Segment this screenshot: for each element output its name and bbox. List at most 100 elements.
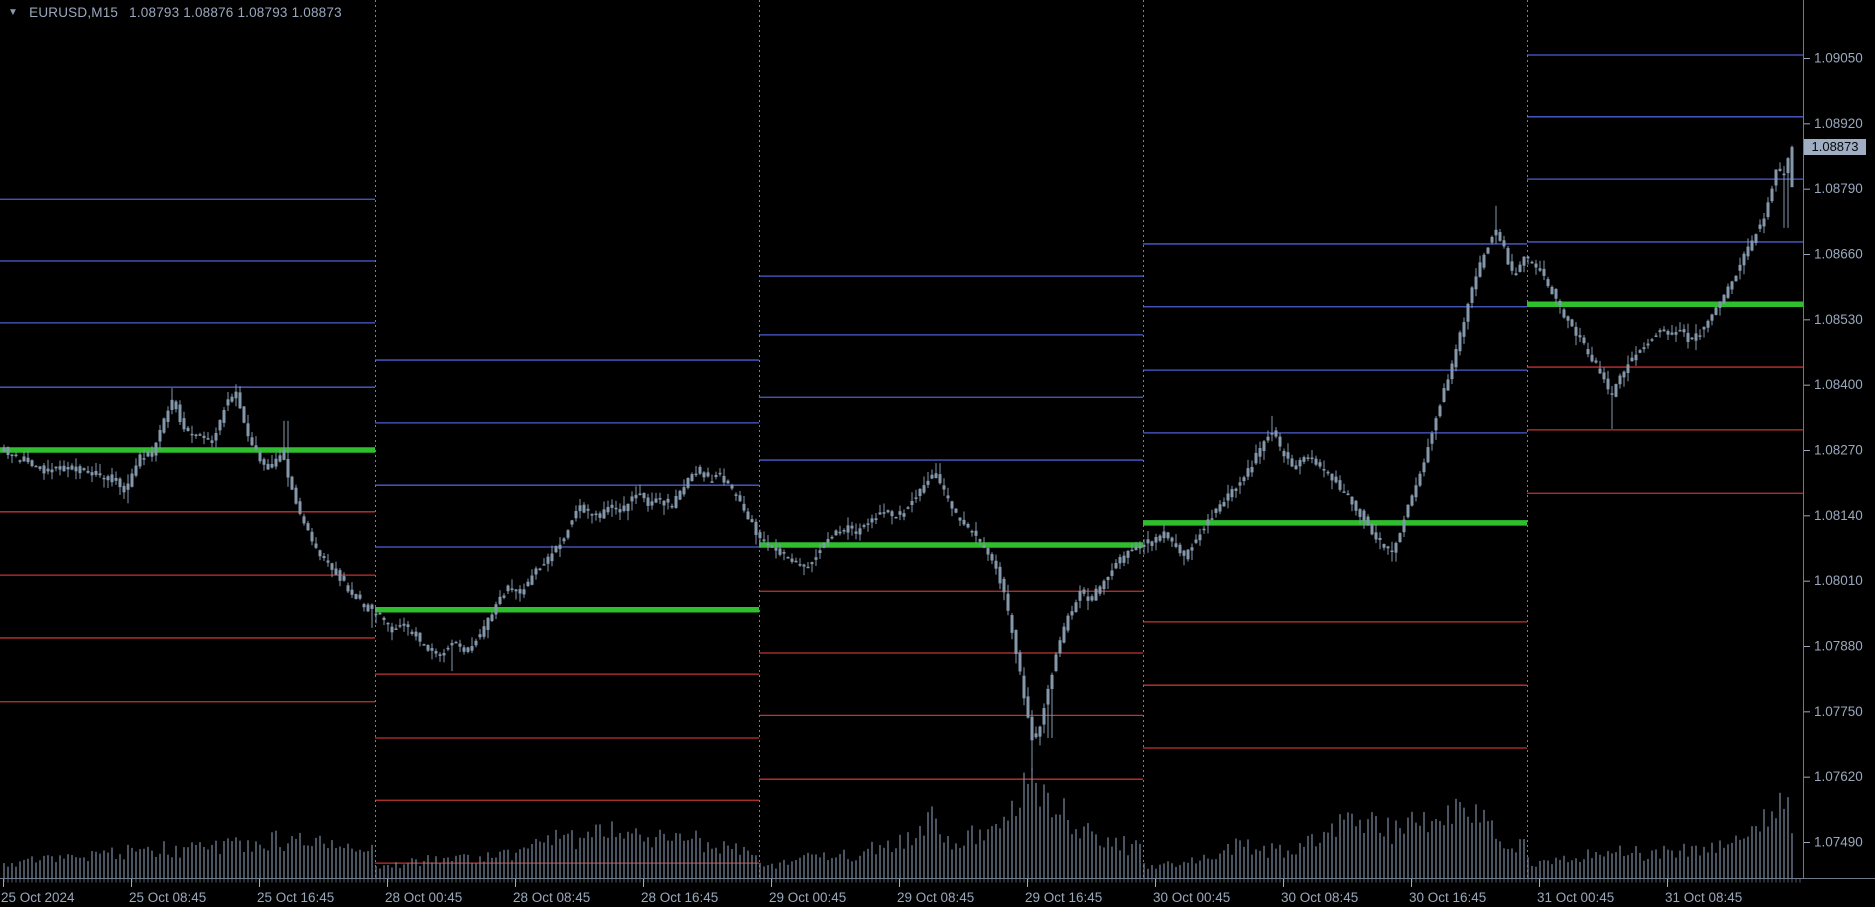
volume-bar	[1439, 820, 1441, 878]
candle-body	[730, 485, 734, 489]
volume-bar	[827, 860, 829, 878]
candle-body	[58, 466, 62, 470]
volume-bar	[839, 854, 841, 878]
volume-bar	[1535, 866, 1537, 878]
candle-body	[290, 476, 294, 490]
volume-bar	[591, 837, 593, 878]
candle-body	[1762, 218, 1766, 227]
volume-bar	[943, 842, 945, 878]
volume-bar	[599, 824, 601, 878]
candle-body	[1038, 726, 1042, 737]
price-axis: 1.09050 1.08920 1.08790 1.08660 1.08530 1.084…	[1803, 0, 1863, 879]
volume-bar	[1051, 817, 1053, 878]
candle-body	[998, 566, 1002, 584]
candle-body	[1414, 485, 1418, 498]
candle-body	[950, 501, 954, 509]
volume-bar	[551, 845, 553, 878]
candle-body	[1146, 539, 1150, 544]
candle-body	[974, 530, 978, 536]
volume-bar	[1603, 856, 1605, 878]
volume-bar	[511, 860, 513, 878]
volume-bar	[903, 848, 905, 878]
volume-bar	[999, 828, 1001, 878]
volume-bar	[1571, 860, 1573, 878]
candle-body	[294, 487, 298, 504]
candle-body	[298, 501, 302, 514]
candle-body	[162, 418, 166, 433]
candle-body	[1586, 349, 1590, 355]
candle-body	[30, 460, 34, 467]
volume-bar	[627, 831, 629, 878]
candle-body	[862, 525, 866, 527]
volume-bar	[1267, 857, 1269, 878]
volume-bar	[1207, 858, 1209, 878]
volume-bar	[1235, 838, 1237, 878]
volume-bar	[1687, 856, 1689, 878]
volume-bar	[1463, 807, 1465, 878]
candle-body	[1262, 441, 1266, 452]
volume-bar	[515, 852, 517, 878]
volume-bar	[367, 851, 369, 878]
candle-body	[382, 617, 386, 620]
volume-bar	[1487, 821, 1489, 878]
candle-body	[38, 466, 42, 469]
volume-bar	[1043, 784, 1045, 878]
candle-body	[1770, 188, 1774, 202]
volume-bar	[1399, 828, 1401, 878]
volume-bar	[303, 845, 305, 878]
volume-bar	[675, 833, 677, 878]
candle-body	[1234, 488, 1238, 491]
volume-bar	[1499, 841, 1501, 878]
candle-body	[570, 520, 574, 525]
candle-body	[1390, 550, 1394, 553]
volume-bar	[319, 835, 321, 878]
volume-bar	[1455, 798, 1457, 878]
candle-body	[966, 524, 970, 528]
volume-bar	[375, 866, 377, 878]
volume-bar	[1291, 854, 1293, 878]
volume-bar	[1759, 831, 1761, 878]
volume-bar	[787, 864, 789, 878]
volume-bar	[723, 841, 725, 878]
volume-bar	[247, 840, 249, 878]
candle-body	[1198, 534, 1202, 541]
candle-body	[1242, 477, 1246, 482]
time-label: 28 Oct 16:45	[641, 890, 718, 905]
volume-bar	[639, 834, 641, 878]
candle-body	[1170, 537, 1174, 542]
volume-bar	[883, 847, 885, 878]
candle-body	[510, 588, 514, 590]
volume-bar	[575, 849, 577, 878]
volume-bar	[1183, 861, 1185, 878]
candle-body	[634, 494, 638, 499]
candle-body	[1330, 473, 1334, 481]
volume-bar	[1479, 822, 1481, 878]
symbol-marker-icon: ▼	[8, 6, 19, 18]
candle-body	[1310, 457, 1314, 460]
volume-bar	[1359, 819, 1361, 878]
volume-bar	[795, 860, 797, 878]
candle-body	[878, 512, 882, 515]
volume-bar	[1755, 826, 1757, 878]
volume-bar	[1503, 848, 1505, 878]
volume-bar	[371, 844, 373, 878]
volume-bar	[523, 847, 525, 878]
candle-body	[1774, 169, 1778, 186]
volume-bar	[939, 834, 941, 878]
candle-body	[798, 564, 802, 566]
volume-bar	[291, 836, 293, 878]
volume-bar	[1735, 835, 1737, 878]
volume-bar	[1179, 864, 1181, 878]
volume-bar	[763, 866, 765, 878]
volume-bar	[311, 846, 313, 878]
candle-body	[766, 543, 770, 546]
price-label: 1.08270	[1814, 442, 1863, 457]
candle-body	[1030, 716, 1034, 741]
volume-bar	[1151, 864, 1153, 878]
candle-body	[1570, 319, 1574, 327]
volume-bar	[567, 833, 569, 878]
volume-bar	[571, 830, 573, 878]
candle-body	[1106, 576, 1110, 581]
candle-body	[1282, 451, 1286, 457]
